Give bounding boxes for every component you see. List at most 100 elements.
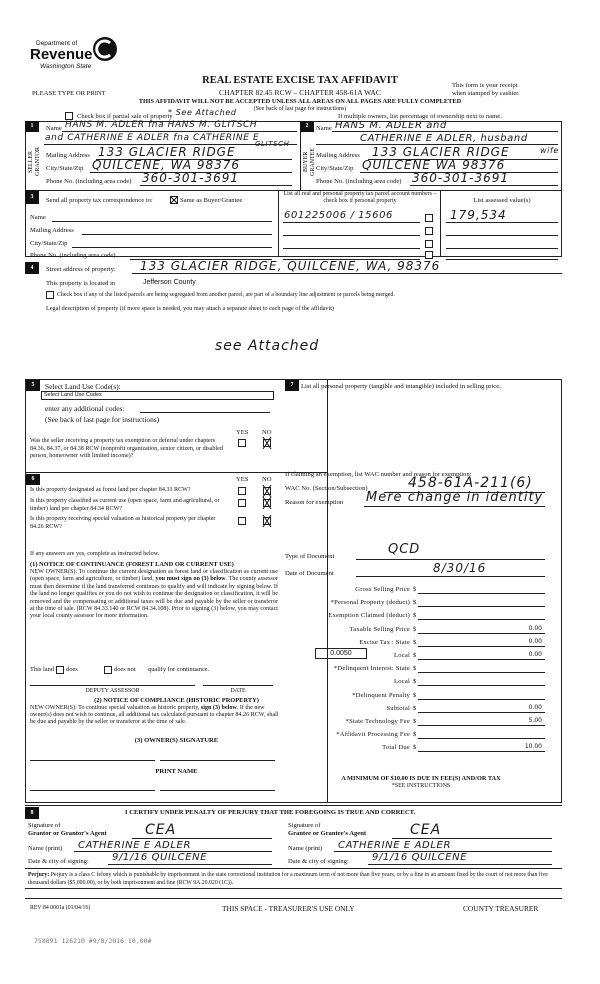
grantee-agent-label: Grantee or Grantee's Agent — [288, 830, 367, 837]
grantor-name[interactable]: CATHERINE E ADLER — [78, 840, 191, 851]
reason-label: Reason for exemption — [285, 499, 344, 506]
currency-symbol: $ — [413, 586, 417, 593]
grantor-date-label: Date & city of signing: — [28, 858, 89, 865]
notice-continuance-title: (1) NOTICE OF CONTINUANCE (FOREST LAND O… — [30, 561, 234, 568]
reason-value[interactable]: Mere change in identity — [366, 490, 544, 505]
seller-name-1[interactable]: HANS M. ADLER fna HANS M. GLITSCH — [65, 120, 258, 130]
parcel-number[interactable]: 601225006 / 15606 — [284, 210, 393, 221]
fee-value[interactable]: 10.00 — [524, 743, 542, 751]
if-yes-note: If any answers are yes, complete as inst… — [30, 551, 160, 557]
checkmark-x-icon — [262, 515, 272, 527]
historic-no-checkbox[interactable] — [262, 515, 272, 527]
wac-number[interactable]: 458-61A-211(6) — [408, 475, 533, 491]
yes-header: YES — [236, 429, 249, 436]
receipt-note-1: This form is your receipt — [452, 82, 518, 89]
grantor-agent-label: Grantor or Grantor's Agent — [28, 830, 107, 837]
seller-phone[interactable]: 360-301-3691 — [142, 171, 240, 185]
q1-yes-checkbox[interactable] — [238, 439, 246, 447]
yes-header: YES — [236, 476, 249, 483]
seller-address[interactable]: 133 GLACIER RIDGE — [98, 145, 236, 159]
legal-description-label: Legal description of property (if more s… — [46, 305, 334, 312]
currency-symbol: $ — [413, 704, 417, 712]
land-use-select[interactable]: Select Land Use Codes — [41, 391, 274, 400]
see-instructions: *SEE INSTRUCTIONS — [391, 783, 451, 789]
grantee-date-city[interactable]: 9/1/16 QUILCENE — [372, 852, 468, 863]
personal-property-checkbox[interactable] — [425, 251, 433, 259]
does-qualify-checkbox[interactable] — [56, 666, 64, 674]
dor-logo-icon — [93, 37, 117, 61]
buyer-side-label: BUYER GRANTEE — [303, 148, 316, 176]
additional-codes-label: enter any additional codes: — [45, 404, 125, 413]
value-header: List assessed value(s) — [473, 197, 531, 204]
historic-yes-checkbox[interactable] — [238, 517, 246, 525]
see-back-note: (See back of last page for instructions) — [253, 106, 347, 112]
does-not-qualify-checkbox[interactable] — [104, 666, 112, 674]
fee-value[interactable]: 0.00 — [528, 637, 542, 645]
local-rate[interactable]: 0.0050 — [315, 648, 367, 659]
seller-name-2[interactable]: and CATHERINE E ADLER fna CATHERINE E — [45, 133, 260, 143]
section-number: 8 — [25, 807, 39, 819]
grantee-date-label: Date & city of signing: — [288, 858, 349, 865]
assessed-value[interactable]: 179,534 — [450, 208, 507, 222]
grantor-date-city[interactable]: 9/1/16 QUILCENE — [112, 852, 208, 863]
personal-property-checkbox[interactable] — [425, 227, 433, 235]
wac-label: WAC No. (Section/Subsection) — [285, 485, 368, 492]
segregated-checkbox[interactable] — [46, 291, 54, 299]
buyer-name-1[interactable]: HANS M. ADLER and — [335, 120, 447, 131]
currency-symbol: $ — [413, 678, 417, 686]
doc-type[interactable]: QCD — [388, 542, 421, 557]
buyer-name-3[interactable]: wife — [540, 146, 559, 155]
same-as-buyer-label: Same as Buyer/Grantee — [180, 197, 243, 204]
section-3 — [25, 190, 562, 257]
grantee-signature[interactable]: CEA — [410, 822, 442, 838]
forest-no-checkbox[interactable] — [262, 485, 272, 497]
fee-label: Gross Selling Price — [355, 586, 410, 593]
partial-sale-checkbox[interactable] — [65, 112, 73, 120]
seller-city[interactable]: QUILCENE, WA 98376 — [92, 158, 241, 172]
buyer-name-label: Name — [316, 125, 332, 132]
fee-value[interactable]: 0.00 — [528, 624, 542, 632]
owner-signature-label: (3) OWNER(S) SIGNATURE — [134, 737, 219, 744]
fee-label: *State Technology Fee — [345, 718, 410, 725]
currency-symbol: $ — [413, 612, 417, 620]
buyer-city[interactable]: QUILCENE WA 98376 — [362, 158, 506, 172]
legal-description[interactable]: see Attached — [215, 338, 320, 354]
grantee-sig-of: Signature of — [288, 822, 321, 829]
buyer-address[interactable]: 133 GLACIER RIDGE — [372, 145, 510, 159]
buyer-name-2[interactable]: CATHERINE E ADLER, husband — [360, 133, 528, 144]
corr-city-label: City/State/Zip — [30, 240, 68, 247]
fee-label: Excise Tax : State — [359, 638, 410, 646]
corr-name-label: Name — [30, 214, 46, 221]
fee-value[interactable]: 5.00 — [528, 717, 542, 724]
exemption-question: Was the seller receiving a property tax … — [30, 438, 223, 459]
no-header: NO — [262, 476, 272, 483]
checkmark-x-icon — [262, 437, 272, 449]
section-number: 4 — [25, 262, 39, 274]
grantor-signature[interactable]: CEA — [145, 822, 177, 838]
current-use-yes-checkbox[interactable] — [238, 499, 246, 507]
fee-value[interactable]: 0.00 — [528, 651, 542, 658]
notice-compliance-text: NEW OWNER(S): To continue special valuat… — [30, 705, 279, 725]
fee-value[interactable]: 0.00 — [528, 703, 542, 711]
currency-symbol: $ — [413, 691, 417, 699]
checkmark-x-icon — [262, 485, 272, 497]
personal-property-checkbox[interactable] — [425, 214, 433, 222]
q1-no-checkbox[interactable] — [262, 437, 272, 449]
multiple-owners-note: If multiple owners, list percentage of o… — [338, 113, 502, 120]
doc-date[interactable]: 8/30/16 — [433, 561, 487, 575]
street-address[interactable]: 133 GLACIER RIDGE, QUILCENE, WA, 98376 — [140, 259, 441, 273]
corr-address-label: Mailing Address — [30, 227, 74, 234]
section-number: 3 — [25, 190, 39, 204]
personal-property-checkbox[interactable] — [425, 240, 433, 248]
fee-label: Subtotal — [386, 704, 410, 712]
currency-symbol: $ — [413, 625, 417, 633]
currency-symbol: $ — [413, 638, 417, 646]
does-label: does — [66, 666, 78, 673]
buyer-phone[interactable]: 360-301-3691 — [412, 171, 510, 185]
forest-yes-checkbox[interactable] — [238, 487, 246, 495]
same-as-buyer-checkbox[interactable] — [170, 196, 178, 204]
receipt-stamp: 758091 126210 #9/8/2016 10.00# — [34, 937, 152, 945]
current-use-no-checkbox[interactable] — [262, 497, 272, 509]
section-number: 6 — [26, 474, 40, 485]
grantee-name[interactable]: CATHERINE E ADLER — [338, 840, 451, 851]
